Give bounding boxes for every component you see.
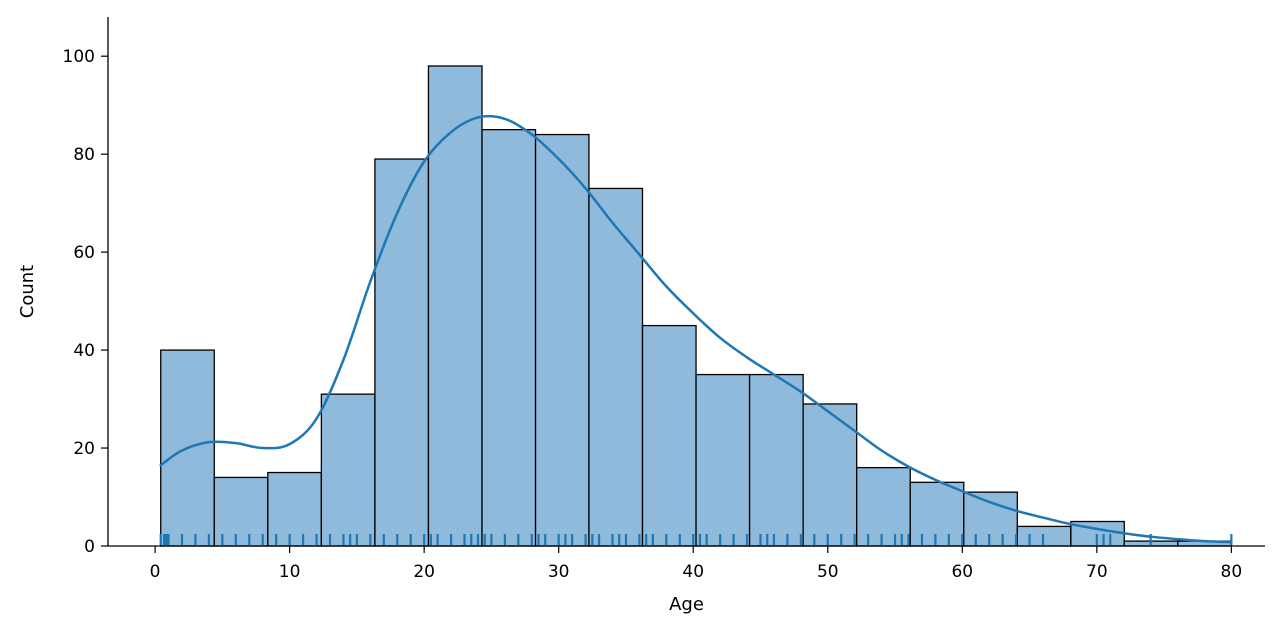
histogram-bars — [160, 65, 1233, 547]
histogram-bar-15 — [909, 481, 965, 547]
histogram-bar-4 — [320, 393, 376, 547]
x-tick-label: 30 — [548, 562, 570, 582]
x-tick-label: 0 — [150, 562, 161, 582]
x-tick-label: 50 — [817, 562, 839, 582]
histogram-bar-3 — [267, 471, 323, 547]
x-tick-label: 40 — [682, 562, 704, 582]
y-tick-label: 60 — [73, 243, 95, 263]
x-axis-ticks: 0 10 20 30 40 50 60 70 80 — [150, 546, 1243, 582]
histogram-bar-5 — [374, 158, 430, 547]
x-axis-label: Age — [669, 594, 704, 615]
histogram-bar-10 — [641, 324, 697, 547]
y-tick-label: 0 — [84, 537, 95, 557]
kde-curve — [159, 114, 1233, 544]
histogram-bar-7 — [481, 129, 537, 547]
histogram-bar-9 — [588, 187, 644, 547]
y-axis-label: Count — [17, 265, 38, 318]
y-tick-label: 20 — [73, 439, 95, 459]
histogram-bar-16 — [963, 491, 1018, 547]
x-tick-label: 20 — [413, 562, 435, 582]
rug-marks — [159, 534, 1233, 545]
y-axis-ticks: 0 20 40 60 80 100 — [63, 47, 108, 557]
x-tick-label: 70 — [1086, 562, 1108, 582]
y-tick-label: 80 — [73, 145, 95, 165]
histogram-bar-12 — [748, 373, 804, 547]
x-tick-label: 10 — [279, 562, 301, 582]
x-tick-label: 80 — [1221, 562, 1243, 582]
histogram-bar-11 — [695, 373, 751, 547]
histogram-bar-6 — [427, 65, 483, 547]
y-tick-label: 40 — [73, 341, 95, 361]
x-tick-label: 60 — [951, 562, 973, 582]
y-tick-label: 100 — [63, 47, 95, 67]
histogram-bar-8 — [534, 133, 590, 547]
